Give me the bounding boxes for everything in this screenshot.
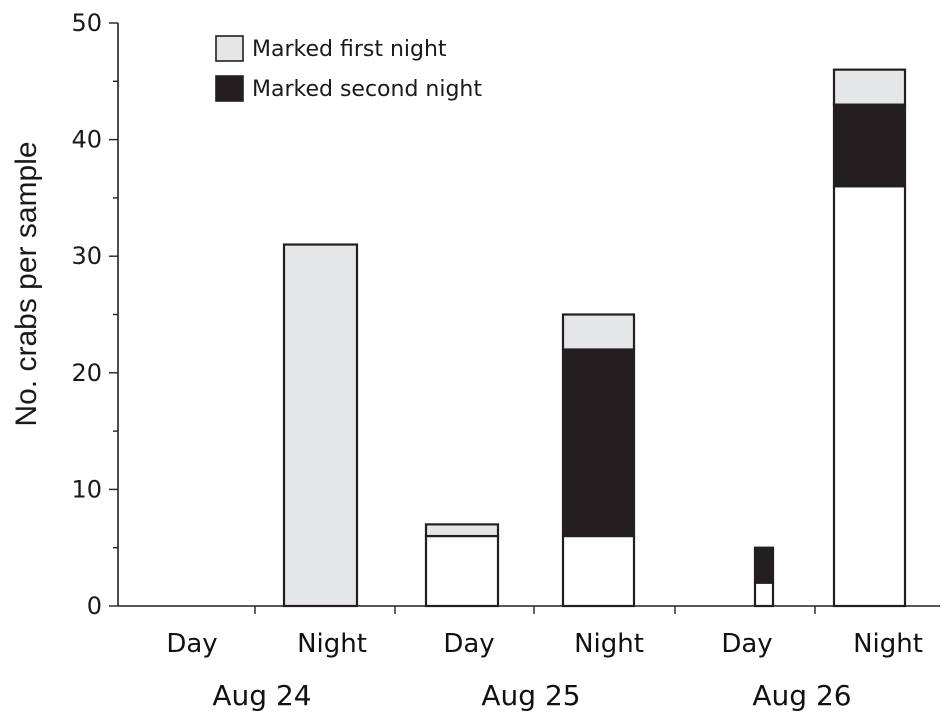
y-tick-label: 20 [71, 359, 102, 387]
bar-first-6 [832, 68, 907, 106]
bar-second-4 [561, 348, 636, 538]
x-category-label: Night [297, 629, 367, 659]
bar-first-3 [424, 523, 500, 538]
y-tick-label: 40 [71, 126, 102, 154]
x-category-label: Day [166, 629, 217, 659]
x-category-label: Day [721, 629, 772, 659]
bar-second-5 [753, 546, 775, 584]
x-group-label: Aug 24 [212, 679, 311, 712]
x-category-label: Day [443, 629, 494, 659]
x-category-label: Night [853, 629, 923, 659]
legend-label-first: Marked first night [252, 37, 447, 62]
y-axis-title: No. crabs per sample [10, 141, 43, 426]
legend-swatch-first [215, 35, 244, 62]
bar-unmarked-4 [561, 534, 636, 608]
x-group-label: Aug 26 [752, 679, 851, 712]
bar-unmarked-6 [832, 185, 907, 608]
x-category-label: Night [574, 629, 644, 659]
bar-first-4 [561, 313, 636, 351]
legend: Marked first night Marked second night [215, 35, 482, 102]
y-tick-label: 10 [71, 475, 102, 503]
bars [282, 68, 907, 608]
legend-swatch-second [215, 75, 244, 102]
y-tick-label: 50 [71, 9, 102, 37]
bar-second-6 [832, 103, 907, 188]
axes: 0 10 20 30 40 50 [71, 9, 940, 620]
bar-first-2 [282, 243, 359, 608]
y-tick-label: 30 [71, 242, 102, 270]
bar-unmarked-3 [424, 534, 500, 608]
axis-labels: No. crabs per sample Day Night Day Night Day N… [10, 141, 923, 712]
y-tick-label: 0 [87, 592, 102, 620]
bar-unmarked-5 [753, 581, 775, 608]
x-group-label: Aug 25 [481, 679, 580, 712]
legend-label-second: Marked second night [252, 77, 482, 102]
